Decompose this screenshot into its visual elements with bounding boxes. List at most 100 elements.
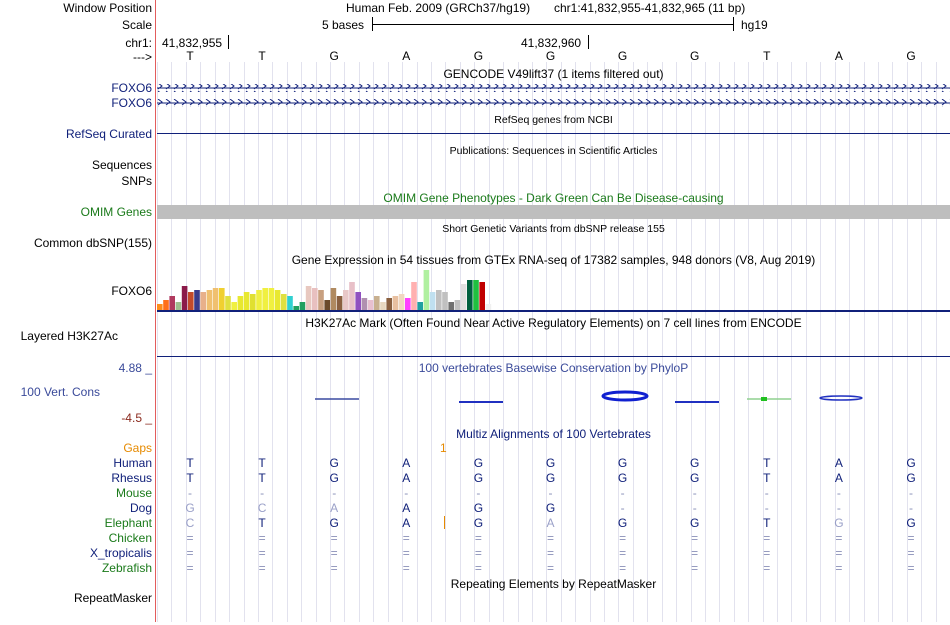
- gtex-tissue-bar[interactable]: [479, 282, 485, 310]
- track-title-h3k27ac[interactable]: H3K27Ac Mark (Often Found Near Active Re…: [305, 316, 802, 330]
- gtex-tissue-bar[interactable]: [219, 288, 225, 310]
- gtex-tissue-bar[interactable]: [361, 298, 368, 310]
- gtex-tissue-bar[interactable]: [157, 304, 163, 310]
- track-title-gencode[interactable]: GENCODE V49lift37 (1 items filtered out): [443, 67, 664, 81]
- track-title-omim[interactable]: OMIM Gene Phenotypes - Dark Green Can Be…: [383, 191, 724, 205]
- gtex-tissue-bar[interactable]: [237, 296, 244, 310]
- gtex-tissue-bar[interactable]: [349, 282, 355, 310]
- gtex-tissue-bar[interactable]: [181, 286, 188, 310]
- gtex-tissue-bar[interactable]: [194, 290, 200, 310]
- gtex-tissue-bar[interactable]: [423, 270, 430, 310]
- track-title-refseq[interactable]: RefSeq genes from NCBI: [494, 114, 613, 126]
- gtex-tissue-bar[interactable]: [442, 292, 448, 310]
- gtex-expression-chart[interactable]: [157, 268, 537, 310]
- gtex-tissue-bar[interactable]: [212, 288, 219, 310]
- gtex-tissue-bar[interactable]: [343, 290, 349, 310]
- track-title-phylop[interactable]: 100 vertebrates Basewise Conservation by…: [418, 361, 689, 375]
- species-label[interactable]: Mouse: [115, 486, 152, 500]
- gtex-tissue-bar[interactable]: [411, 282, 417, 310]
- species-label[interactable]: Rhesus: [111, 471, 152, 485]
- gtex-tissue-bar[interactable]: [268, 288, 275, 310]
- gtex-tissue-bar[interactable]: [287, 296, 293, 310]
- alignment-base: =: [619, 546, 627, 560]
- elephant-insertion-mark[interactable]: [444, 516, 445, 529]
- gtex-tissue-bar[interactable]: [318, 290, 324, 310]
- species-label[interactable]: X_tropicalis: [89, 546, 152, 560]
- gtex-tissue-bar[interactable]: [405, 298, 411, 310]
- label-common-dbsnp[interactable]: Common dbSNP(155): [33, 236, 152, 250]
- label-gencode-foxo6-2[interactable]: FOXO6: [111, 96, 152, 110]
- label-strand-arrow[interactable]: --->: [133, 50, 152, 64]
- species-label[interactable]: Elephant: [104, 516, 152, 530]
- gtex-tissue-bar[interactable]: [305, 286, 312, 310]
- gtex-tissue-bar[interactable]: [374, 296, 380, 310]
- gtex-tissue-bar[interactable]: [250, 294, 256, 310]
- label-snps[interactable]: SNPs: [121, 174, 152, 188]
- track-title-dbsnp[interactable]: Short Genetic Variants from dbSNP releas…: [442, 223, 665, 235]
- label-gtex-foxo6[interactable]: FOXO6: [111, 284, 152, 298]
- gtex-tissue-bar[interactable]: [380, 302, 386, 310]
- gtex-tissue-bar[interactable]: [454, 300, 461, 310]
- gtex-tissue-bar[interactable]: [169, 296, 175, 310]
- label-refseq-curated[interactable]: RefSeq Curated: [65, 127, 152, 141]
- gencode-foxo6-1-arrows[interactable]: [157, 84, 950, 92]
- gtex-tissue-bar[interactable]: [473, 280, 479, 310]
- label-gencode-foxo6-1[interactable]: FOXO6: [111, 81, 152, 95]
- gtex-tissue-bar[interactable]: [206, 290, 213, 310]
- species-label[interactable]: Human: [113, 456, 152, 470]
- gtex-tissue-bar[interactable]: [312, 288, 318, 310]
- gtex-tissue-bar[interactable]: [188, 292, 194, 310]
- gtex-tissue-bar[interactable]: [324, 300, 330, 310]
- gtex-tissue-bar[interactable]: [175, 302, 182, 310]
- gtex-tissue-bar[interactable]: [392, 296, 399, 310]
- gtex-tissue-bar[interactable]: [485, 304, 492, 310]
- gtex-tissue-bar[interactable]: [200, 292, 206, 310]
- gencode-gene-tracks[interactable]: [157, 82, 950, 112]
- gtex-tissue-bar[interactable]: [299, 302, 306, 310]
- alignment-base: T: [763, 516, 771, 530]
- alignment-base: G: [329, 516, 339, 530]
- gencode-foxo6-2-arrows[interactable]: [157, 99, 950, 107]
- gtex-tissue-bar[interactable]: [330, 288, 337, 310]
- gtex-tissue-bar[interactable]: [262, 288, 268, 310]
- label-layered-h3k27ac[interactable]: Layered H3K27Ac: [20, 329, 118, 343]
- gtex-tissue-bar[interactable]: [163, 300, 169, 310]
- gap-marker[interactable]: 1: [440, 441, 447, 455]
- gtex-tissue-bar[interactable]: [274, 290, 281, 310]
- track-title-publications[interactable]: Publications: Sequences in Scientific Ar…: [449, 145, 658, 157]
- gtex-tissue-bar[interactable]: [293, 306, 299, 310]
- gtex-tissue-bar[interactable]: [243, 292, 250, 310]
- gtex-tissue-bar[interactable]: [386, 298, 392, 310]
- alignment-base: -: [909, 486, 913, 500]
- label-100-vert-cons[interactable]: 100 Vert. Cons: [20, 385, 100, 399]
- gtex-tissue-bar[interactable]: [448, 302, 454, 310]
- phylop-conservation-logos[interactable]: [157, 386, 950, 410]
- gtex-tissue-bar[interactable]: [355, 292, 361, 310]
- species-label[interactable]: Chicken: [108, 531, 152, 545]
- label-omim-genes[interactable]: OMIM Genes: [80, 205, 152, 219]
- refseq-gene-line[interactable]: [157, 133, 950, 134]
- gtex-tissue-bar[interactable]: [256, 290, 262, 310]
- gtex-tissue-bar[interactable]: [367, 300, 374, 310]
- gtex-tissue-bar[interactable]: [436, 290, 442, 310]
- label-repeatmasker[interactable]: RepeatMasker: [73, 591, 152, 605]
- label-sequences[interactable]: Sequences: [91, 158, 152, 172]
- track-title-repeatmasker[interactable]: Repeating Elements by RepeatMasker: [450, 577, 657, 591]
- omim-gene-bar[interactable]: [157, 205, 950, 219]
- gtex-tissue-bar[interactable]: [336, 296, 343, 310]
- species-label[interactable]: Dog: [129, 501, 152, 515]
- gtex-tissue-bar[interactable]: [225, 296, 231, 310]
- gtex-tissue-bar[interactable]: [460, 284, 467, 310]
- alignment-base: T: [186, 456, 194, 470]
- track-title-gtex[interactable]: Gene Expression in 54 tissues from GTEx …: [291, 253, 816, 267]
- gtex-tissue-bar[interactable]: [398, 294, 405, 310]
- gtex-tissue-bar[interactable]: [467, 280, 473, 310]
- alignment-base: =: [330, 561, 338, 575]
- species-label[interactable]: Zebrafish: [101, 561, 152, 575]
- gtex-tissue-bar[interactable]: [417, 302, 423, 310]
- track-title-multiz[interactable]: Multiz Alignments of 100 Vertebrates: [456, 427, 651, 441]
- label-gaps[interactable]: Gaps: [123, 441, 152, 455]
- gtex-tissue-bar[interactable]: [231, 302, 237, 310]
- gtex-tissue-bar[interactable]: [281, 294, 287, 310]
- gtex-tissue-bar[interactable]: [429, 292, 436, 310]
